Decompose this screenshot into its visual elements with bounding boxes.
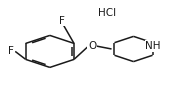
Text: HCl: HCl bbox=[98, 8, 116, 18]
Text: F: F bbox=[8, 46, 14, 56]
Text: F: F bbox=[59, 16, 65, 26]
Text: O: O bbox=[88, 41, 96, 51]
Text: NH: NH bbox=[145, 41, 161, 51]
